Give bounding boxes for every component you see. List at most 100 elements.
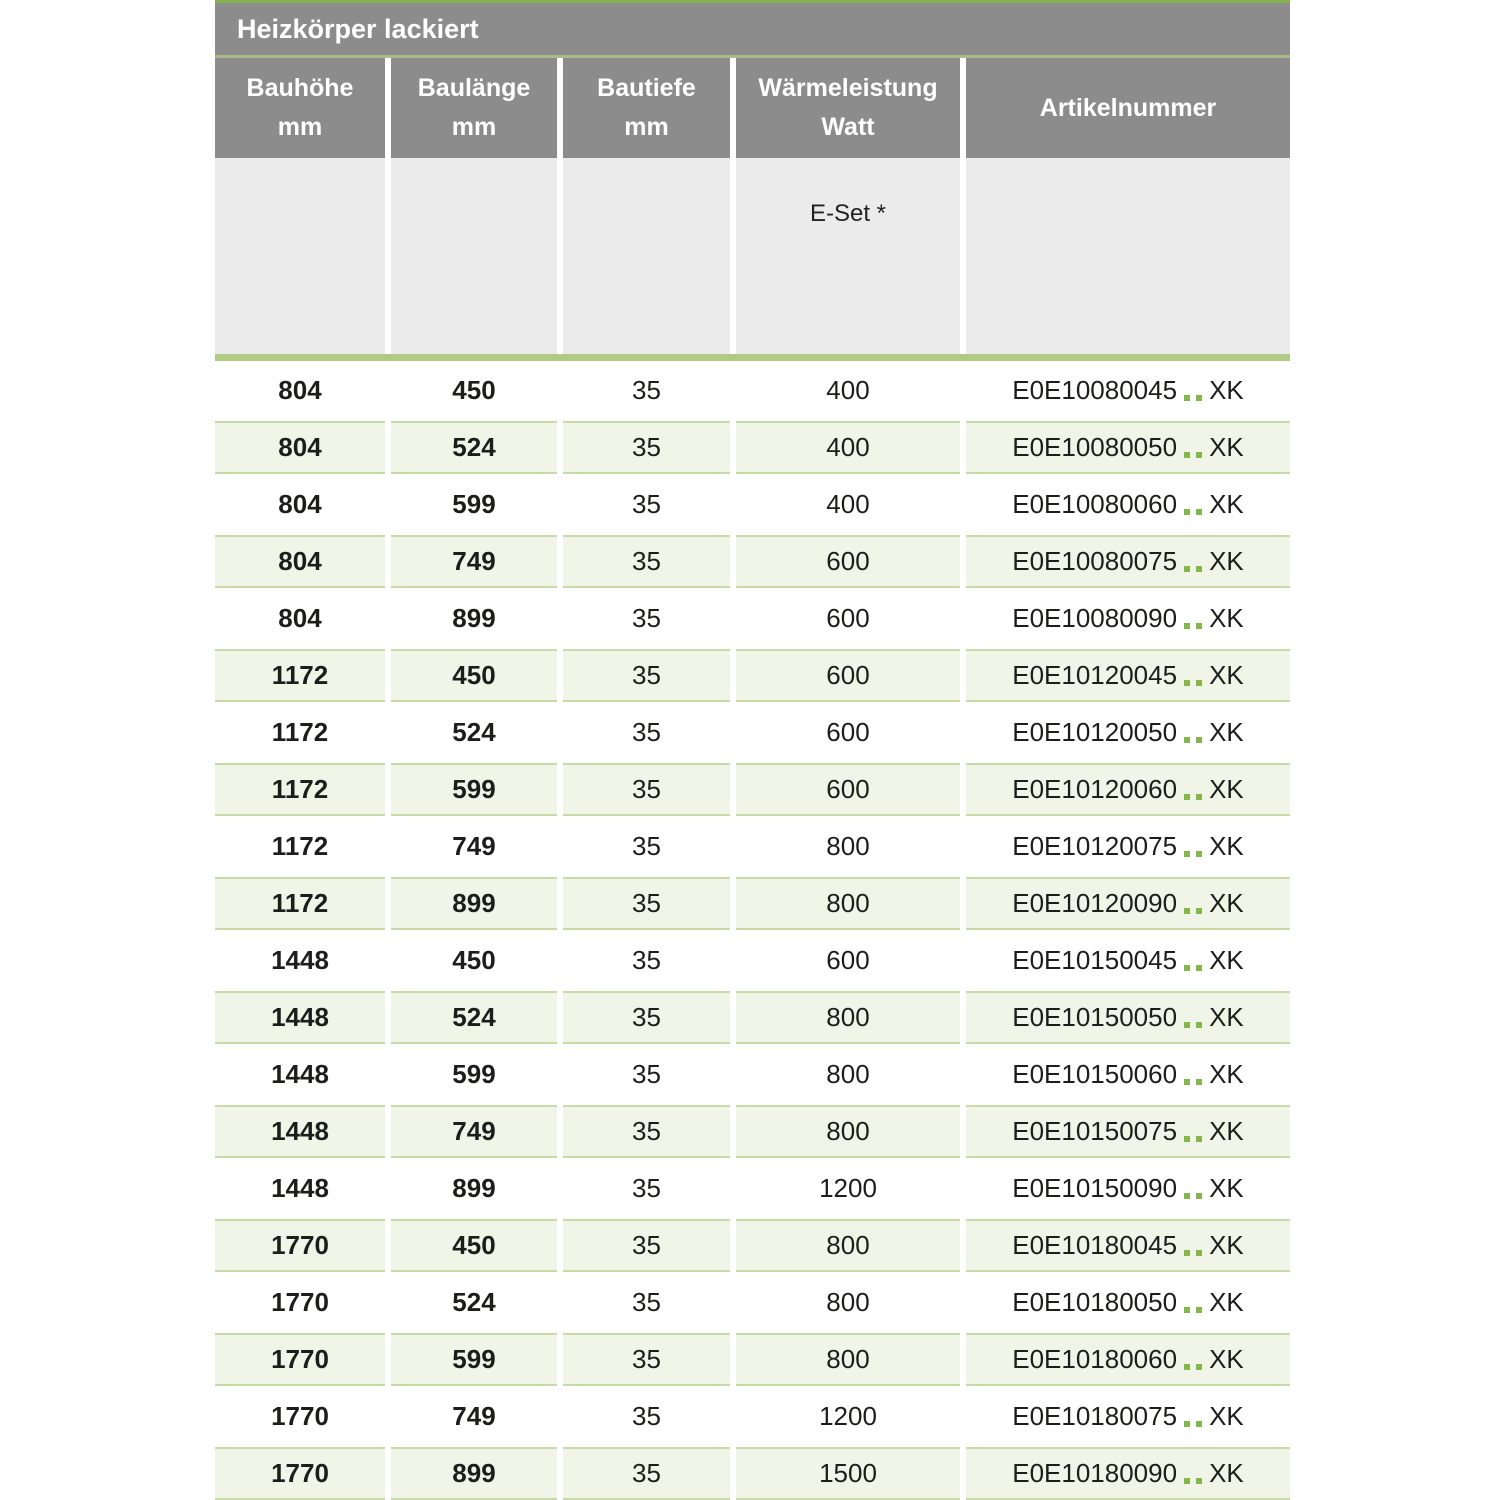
cell-artikelnummer: E0E10150075 XK (966, 1105, 1290, 1158)
artikel-placeholder-dots (1184, 492, 1203, 518)
cell-bauhoehe: 804 (215, 421, 385, 474)
cell-waermeleistung: 1200 (736, 1390, 960, 1443)
cell-waermeleistung: 1200 (736, 1162, 960, 1215)
cell-waermeleistung: 600 (736, 649, 960, 702)
cell-artikelnummer: E0E10120075 XK (966, 820, 1290, 873)
subheader-cell (391, 158, 557, 354)
table-row: 804 749 35 600 E0E10080075 XK (215, 535, 1290, 588)
cell-baulaenge: 450 (391, 649, 557, 702)
cell-baulaenge: 749 (391, 535, 557, 588)
cell-artikelnummer: E0E10180090 XK (966, 1447, 1290, 1500)
artikel-suffix: XK (1209, 717, 1244, 747)
green-dot (1196, 1306, 1203, 1313)
cell-bauhoehe: 1172 (215, 649, 385, 702)
table-row: 1448 749 35 800 E0E10150075 XK (215, 1105, 1290, 1158)
table-row: 1448 899 35 1200 E0E10150090 XK (215, 1162, 1290, 1215)
column-header-bauhoehe: Bauhöhe mm (215, 58, 385, 158)
cell-artikelnummer: E0E10080045 XK (966, 364, 1290, 417)
green-dot (1184, 1078, 1191, 1085)
cell-artikelnummer: E0E10080060 XK (966, 478, 1290, 531)
artikel-placeholder-dots (1184, 948, 1203, 974)
green-dot (1184, 1420, 1191, 1427)
artikel-suffix: XK (1209, 1458, 1244, 1488)
cell-bauhoehe: 1448 (215, 1048, 385, 1101)
cell-waermeleistung: 800 (736, 1276, 960, 1329)
table-row: 1770 749 35 1200 E0E10180075 XK (215, 1390, 1290, 1443)
green-dot (1184, 451, 1191, 458)
table-row: 1448 524 35 800 E0E10150050 XK (215, 991, 1290, 1044)
cell-baulaenge: 524 (391, 1276, 557, 1329)
cell-bautiefe: 35 (563, 706, 730, 759)
artikel-placeholder-dots (1184, 720, 1203, 746)
green-dot (1184, 736, 1191, 743)
cell-bautiefe: 35 (563, 877, 730, 930)
cell-baulaenge: 599 (391, 1333, 557, 1386)
table-row: 1770 599 35 800 E0E10180060 XK (215, 1333, 1290, 1386)
cell-bautiefe: 35 (563, 421, 730, 474)
artikel-placeholder-dots (1184, 1404, 1203, 1430)
artikel-code: E0E10080060 (1012, 489, 1178, 519)
table-row: 1172 749 35 800 E0E10120075 XK (215, 820, 1290, 873)
artikel-suffix: XK (1209, 1230, 1244, 1260)
green-dot (1196, 1021, 1203, 1028)
table-row: 1448 450 35 600 E0E10150045 XK (215, 934, 1290, 987)
column-header-label: Wärmeleistung (758, 74, 938, 102)
artikel-code: E0E10180075 (1012, 1401, 1178, 1431)
cell-waermeleistung: 400 (736, 364, 960, 417)
artikel-placeholder-dots (1184, 891, 1203, 917)
artikel-suffix: XK (1209, 945, 1244, 975)
table-row: 1172 524 35 600 E0E10120050 XK (215, 706, 1290, 759)
column-header-label: Bauhöhe (246, 74, 354, 102)
green-dot (1196, 451, 1203, 458)
cell-waermeleistung: 800 (736, 1219, 960, 1272)
artikel-code: E0E10080050 (1012, 432, 1178, 462)
green-dot (1196, 1078, 1203, 1085)
artikel-placeholder-dots (1184, 1290, 1203, 1316)
cell-waermeleistung: 600 (736, 535, 960, 588)
table-row: 804 599 35 400 E0E10080060 XK (215, 478, 1290, 531)
cell-bautiefe: 35 (563, 1390, 730, 1443)
green-dot (1184, 1249, 1191, 1256)
artikel-suffix: XK (1209, 546, 1244, 576)
subheader-cell (966, 158, 1290, 354)
artikel-placeholder-dots (1184, 1005, 1203, 1031)
cell-bautiefe: 35 (563, 364, 730, 417)
column-header-unit: Watt (821, 113, 875, 141)
table-title: Heizkörper lackiert (237, 13, 479, 44)
artikel-placeholder-dots (1184, 378, 1203, 404)
green-dot (1196, 793, 1203, 800)
cell-bautiefe: 35 (563, 1447, 730, 1500)
artikel-code: E0E10150090 (1012, 1173, 1178, 1203)
artikel-suffix: XK (1209, 375, 1244, 405)
cell-artikelnummer: E0E10120045 XK (966, 649, 1290, 702)
table-row: 804 899 35 600 E0E10080090 XK (215, 592, 1290, 645)
cell-baulaenge: 599 (391, 1048, 557, 1101)
cell-bautiefe: 35 (563, 478, 730, 531)
cell-baulaenge: 524 (391, 991, 557, 1044)
table-row: 1172 599 35 600 E0E10120060 XK (215, 763, 1290, 816)
artikel-code: E0E10080045 (1012, 375, 1178, 405)
artikel-suffix: XK (1209, 1173, 1244, 1203)
column-header-artikelnummer: Artikelnummer (966, 58, 1290, 158)
green-dot (1184, 793, 1191, 800)
cell-bauhoehe: 804 (215, 478, 385, 531)
table-row: 1172 450 35 600 E0E10120045 XK (215, 649, 1290, 702)
cell-bauhoehe: 1172 (215, 763, 385, 816)
artikel-suffix: XK (1209, 489, 1244, 519)
column-header-unit: mm (624, 113, 669, 141)
column-header-unit: mm (277, 113, 323, 141)
cell-bauhoehe: 1770 (215, 1276, 385, 1329)
artikel-code: E0E10080075 (1012, 546, 1178, 576)
cell-waermeleistung: 1500 (736, 1447, 960, 1500)
column-header-label: Artikelnummer (1039, 93, 1217, 122)
artikel-code: E0E10120060 (1012, 774, 1178, 804)
artikel-code: E0E10150045 (1012, 945, 1178, 975)
artikel-suffix: XK (1209, 1344, 1244, 1374)
cell-artikelnummer: E0E10080050 XK (966, 421, 1290, 474)
green-dot (1184, 565, 1191, 572)
section-divider-bar (215, 354, 1290, 361)
artikel-suffix: XK (1209, 603, 1244, 633)
cell-bauhoehe: 1770 (215, 1447, 385, 1500)
cell-baulaenge: 749 (391, 1105, 557, 1158)
artikel-suffix: XK (1209, 1287, 1244, 1317)
